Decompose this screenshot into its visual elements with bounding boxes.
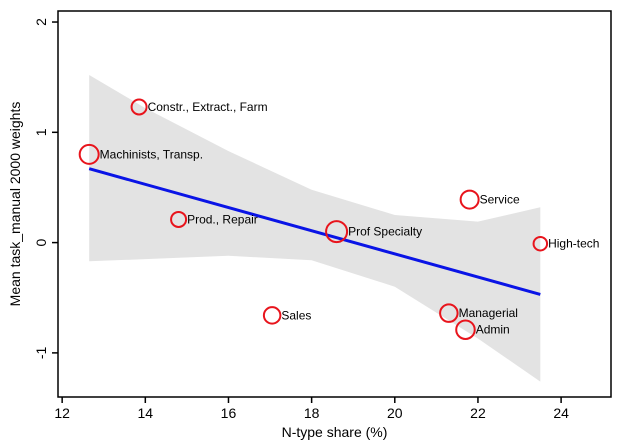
data-point — [325, 220, 349, 244]
data-point — [455, 319, 476, 340]
point-label: Prod., Repair — [187, 212, 258, 226]
data-point — [170, 210, 188, 228]
x-tick-label: 20 — [387, 405, 403, 421]
y-tick-label: 2 — [33, 18, 49, 26]
point-label: Managerial — [459, 306, 518, 320]
plot-frame — [57, 10, 612, 398]
x-axis-title: N-type share (%) — [282, 424, 388, 440]
x-tick-label: 22 — [470, 405, 486, 421]
x-tick-label: 18 — [304, 405, 320, 421]
data-point — [262, 306, 282, 325]
y-tick-label: 1 — [33, 128, 49, 136]
x-tick-label: 24 — [553, 405, 569, 421]
x-tick-label: 12 — [54, 405, 70, 421]
y-tick-label: 0 — [33, 238, 49, 246]
data-point — [130, 98, 148, 116]
x-tick-label: 16 — [221, 405, 237, 421]
point-label: Admin — [476, 323, 510, 337]
data-point — [532, 235, 549, 252]
point-label: Constr., Extract., Farm — [148, 100, 268, 114]
x-tick-label: 14 — [138, 405, 154, 421]
point-label: Machinists, Transp. — [100, 147, 203, 161]
data-point — [439, 303, 459, 323]
point-label: High-tech — [548, 237, 599, 251]
y-axis-title: Mean task_manual 2000 weights — [7, 102, 23, 307]
fit-line — [88, 167, 541, 296]
point-label: Service — [480, 193, 520, 207]
point-label: Prof Specialty — [348, 225, 422, 239]
fit-line-layer — [88, 167, 541, 296]
data-point — [78, 143, 100, 165]
data-points-layer: Constr., Extract., Farm Machinists, Trans… — [78, 98, 599, 340]
point-label: Sales — [281, 308, 311, 322]
confidence-band — [89, 75, 541, 382]
data-point — [459, 189, 480, 210]
y-tick-label: -1 — [33, 346, 49, 359]
confidence-band-layer — [89, 75, 541, 382]
